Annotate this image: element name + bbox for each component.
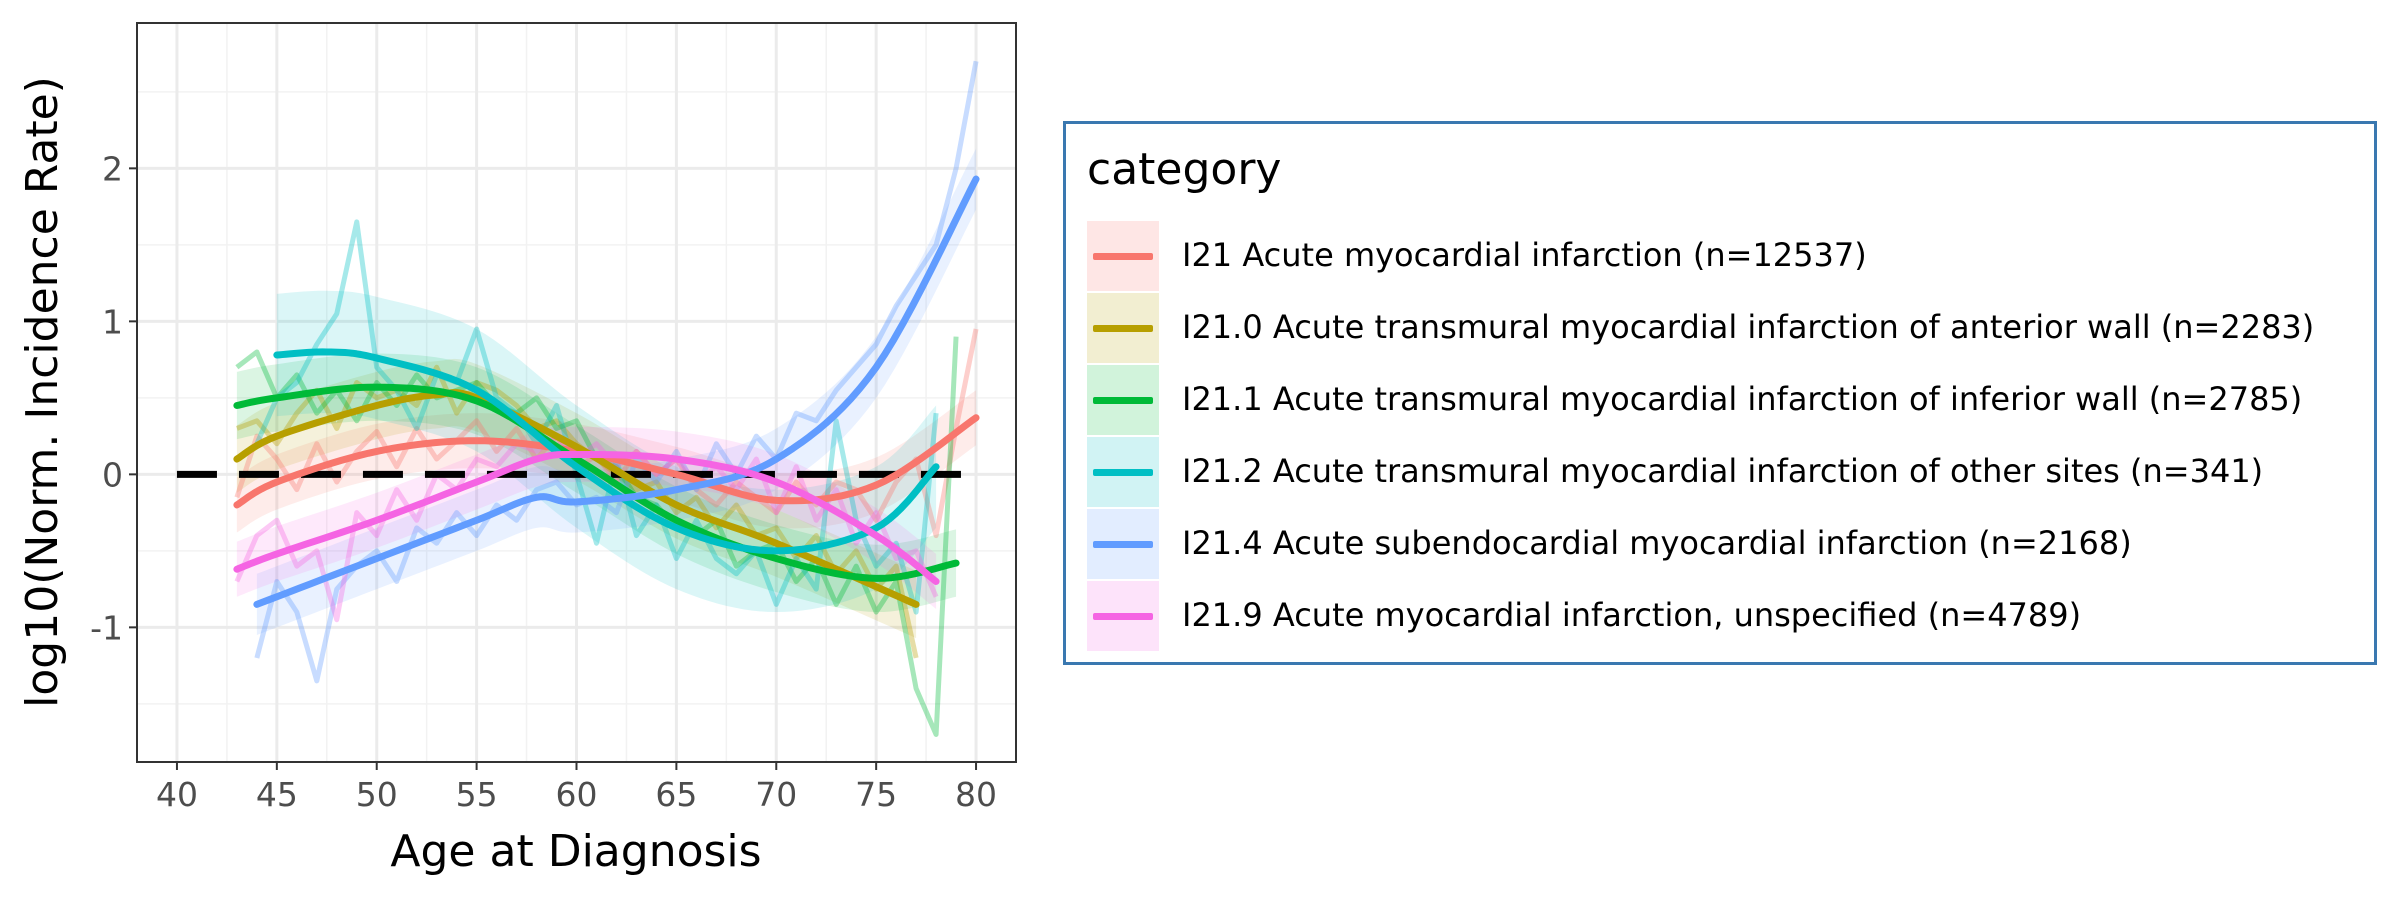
smooth-line-5 [233,450,940,585]
legend-key-line [1093,253,1153,260]
smooth-line-4 [253,175,980,608]
legend: category I21 Acute myocardial infarction… [1063,121,2377,665]
chart: 40 45 50 55 60 65 70 75 80 -1 0 1 2 Age at Diagnosi… [17,22,1017,877]
x-tick-label: 65 [655,775,697,814]
legend-label: I21.1 Acute transmural myocardial infarc… [1182,380,2303,418]
confidence-band-4 [256,148,977,636]
x-tick-label: 70 [755,775,797,814]
raw-line-4 [254,60,979,684]
legend-label: I21 Acute myocardial infarction (n=12537… [1182,236,1867,274]
x-axis-title: Age at Diagnosis [390,826,761,877]
x-axis: 40 45 50 55 60 65 70 75 80 [156,762,997,814]
raw-line-3 [254,219,939,615]
x-tick-label: 40 [156,775,198,814]
legend-label: I21.0 Acute transmural myocardial infarc… [1182,308,2315,346]
legend-key [1087,365,1159,435]
legend-label: I21.9 Acute myocardial infarction, unspe… [1182,596,2082,634]
legend-item: I21.9 Acute myocardial infarction, unspe… [1087,581,2367,651]
legend-item: I21.1 Acute transmural myocardial infarc… [1087,365,2367,435]
x-tick-label: 80 [955,775,997,814]
legend-key [1087,221,1159,291]
y-axis-title: log10(Norm. Incidence Rate) [17,76,68,708]
legend-item: I21.0 Acute transmural myocardial infarc… [1087,293,2367,363]
x-tick-label: 60 [556,775,598,814]
y-tick-label: 0 [102,455,123,494]
x-tick-label: 75 [855,775,897,814]
legend-key [1087,437,1159,507]
legend-key [1087,509,1159,579]
y-tick-label: -1 [90,608,123,647]
y-axis: -1 0 1 2 [90,149,137,647]
x-tick-label: 55 [456,775,498,814]
legend-key-line [1093,325,1153,332]
legend-item: I21.4 Acute subendocardial myocardial in… [1087,509,2367,579]
legend-item: I21.2 Acute transmural myocardial infarc… [1087,437,2367,507]
smooth-lines [233,175,980,608]
x-tick-label: 50 [356,775,398,814]
legend-key-line [1093,541,1153,548]
x-tick-label: 45 [256,775,298,814]
legend-item: I21 Acute myocardial infarction (n=12537… [1087,221,2367,291]
y-tick-label: 2 [102,149,123,188]
y-tick-label: 1 [102,302,123,341]
legend-label: I21.4 Acute subendocardial myocardial in… [1182,524,2132,562]
smooth-line-2 [233,383,960,582]
legend-key-line [1093,613,1153,620]
legend-key [1087,293,1159,363]
raw-line-0 [234,328,979,539]
legend-key [1087,581,1159,651]
legend-key-line [1093,469,1153,476]
legend-title: category [1087,144,1282,195]
legend-key-line [1093,397,1153,404]
confidence-band-1 [236,358,917,639]
smooth-line-3 [273,348,940,555]
major-grid [137,23,1016,762]
legend-label: I21.2 Acute transmural myocardial infarc… [1182,452,2264,490]
